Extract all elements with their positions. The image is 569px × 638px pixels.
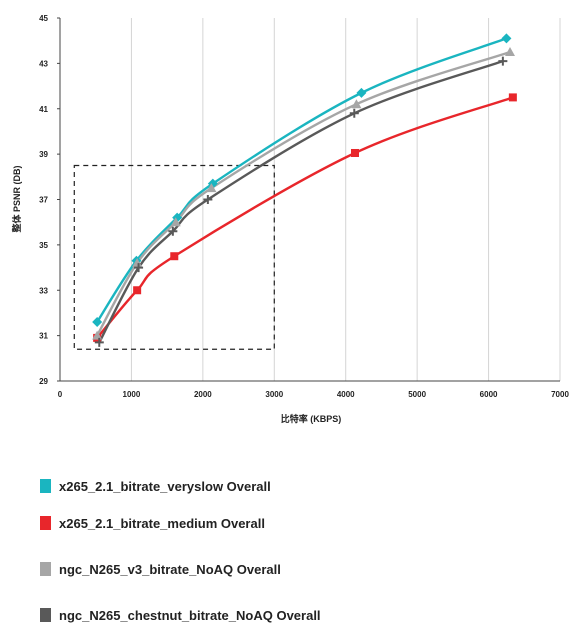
x-tick-label: 6000 [480, 390, 498, 399]
legend-label: x265_2.1_bitrate_veryslow Overall [59, 478, 271, 494]
axes [57, 17, 560, 382]
y-tick-label: 37 [39, 196, 48, 205]
y-axis-title: 整体 PSNR (DB) [11, 165, 22, 233]
data-point-plus [168, 226, 178, 236]
x-tick-label: 5000 [408, 390, 426, 399]
y-tick-label: 41 [39, 105, 48, 114]
data-point-diamond [356, 87, 367, 98]
legend: x265_2.1_bitrate_veryslow Overall x265_2… [40, 472, 321, 638]
data-point-triangle [505, 47, 515, 57]
x-tick-label: 1000 [123, 390, 141, 399]
x-tick-label: 2000 [194, 390, 212, 399]
data-point-triangle [170, 217, 181, 227]
tick-labels: 0 1000 2000 3000 4000 5000 6000 7000 29 31 33 35 37 3… [39, 14, 569, 399]
y-tick-label: 45 [39, 14, 48, 23]
data-point-square [351, 148, 359, 157]
x-axis-title: 比特率 (KBPS) [281, 413, 342, 424]
data-point-square [170, 252, 179, 261]
y-tick-label: 43 [39, 59, 48, 68]
series-line [96, 50, 511, 337]
x-tick-label: 7000 [551, 390, 569, 399]
data-point-triangle [92, 330, 103, 340]
data-point-plus [498, 56, 508, 66]
legend-item-ngc-chestnut: ngc_N265_chestnut_bitrate_NoAQ Overall [40, 592, 321, 638]
chart: 0 1000 2000 3000 4000 5000 6000 7000 29 31 33 35 37 3… [11, 14, 569, 424]
legend-item-veryslow: x265_2.1_bitrate_veryslow Overall [40, 472, 321, 500]
legend-swatch [40, 479, 51, 493]
y-tick-label: 35 [39, 241, 48, 250]
series-line [98, 59, 504, 343]
x-tick-label: 4000 [337, 390, 355, 399]
y-tick-label: 33 [39, 286, 48, 295]
data-point-plus [203, 195, 213, 204]
series-lines [96, 37, 514, 343]
data-point-triangle [351, 99, 362, 109]
data-point-diamond [501, 33, 512, 44]
y-tick-label: 39 [39, 150, 48, 159]
data-point-plus [134, 263, 144, 273]
y-tick-label: 31 [39, 332, 48, 341]
legend-item-ngc-v3: ngc_N265_v3_bitrate_NoAQ Overall [40, 546, 321, 592]
x-tick-label: 0 [58, 390, 63, 399]
legend-label: ngc_N265_chestnut_bitrate_NoAQ Overall [59, 607, 321, 623]
data-point-plus [349, 108, 359, 118]
y-tick-label: 29 [39, 377, 48, 386]
legend-item-medium: x265_2.1_bitrate_medium Overall [40, 500, 321, 546]
data-point-triangle [132, 258, 143, 268]
data-point-diamond [92, 317, 103, 328]
legend-swatch [40, 608, 51, 622]
legend-label: ngc_N265_v3_bitrate_NoAQ Overall [59, 561, 281, 577]
data-point-square [133, 286, 142, 295]
legend-swatch [40, 562, 51, 576]
series-markers [92, 33, 517, 347]
data-point-square [508, 93, 517, 102]
data-point-triangle [206, 183, 217, 193]
legend-label: x265_2.1_bitrate_medium Overall [59, 515, 265, 531]
x-tick-label: 3000 [265, 390, 283, 399]
data-point-plus [94, 337, 104, 347]
legend-swatch [40, 516, 51, 530]
zoom-region-box [73, 164, 275, 350]
series-line [96, 96, 514, 339]
